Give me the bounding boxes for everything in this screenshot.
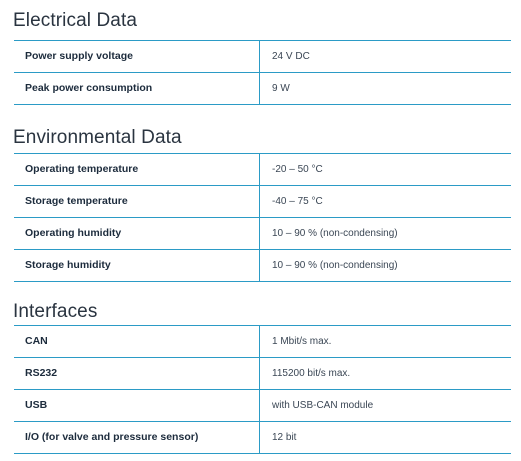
spec-value: 1 Mbit/s max. — [272, 336, 332, 347]
table-row: I/O (for valve and pressure sensor) 12 b… — [14, 422, 511, 454]
column-divider — [259, 73, 260, 104]
table-row: Operating humidity 10 – 90 % (non-conden… — [14, 218, 511, 250]
spec-value: with USB-CAN module — [272, 400, 374, 411]
spec-label: Storage temperature — [25, 195, 128, 207]
spec-value: 10 – 90 % (non-condensing) — [272, 260, 398, 271]
table-row: Storage temperature -40 – 75 °C — [14, 186, 511, 218]
spec-label: Peak power consumption — [25, 82, 153, 94]
table-row: Power supply voltage 24 V DC — [14, 40, 511, 73]
table-row: Storage humidity 10 – 90 % (non-condensi… — [14, 250, 511, 282]
spec-value: -40 – 75 °C — [272, 196, 323, 207]
spec-label: USB — [25, 399, 48, 411]
section-title-electrical: Electrical Data — [13, 10, 137, 31]
column-divider — [259, 154, 260, 185]
table-row: CAN 1 Mbit/s max. — [14, 325, 511, 358]
spec-label: I/O (for valve and pressure sensor) — [25, 431, 199, 443]
spec-label: Power supply voltage — [25, 50, 133, 62]
table-row: Operating temperature -20 – 50 °C — [14, 153, 511, 186]
spec-value: 115200 bit/s max. — [272, 368, 351, 379]
spec-value: -20 – 50 °C — [272, 164, 323, 175]
spec-value: 10 – 90 % (non-condensing) — [272, 228, 398, 239]
spec-label: Storage humidity — [25, 259, 111, 271]
column-divider — [259, 422, 260, 453]
interfaces-table: CAN 1 Mbit/s max. RS232 115200 bit/s max… — [14, 325, 511, 454]
column-divider — [259, 41, 260, 72]
spec-value: 12 bit — [272, 432, 297, 443]
section-title-environmental: Environmental Data — [13, 127, 182, 148]
column-divider — [259, 250, 260, 281]
table-row: Peak power consumption 9 W — [14, 73, 511, 105]
column-divider — [259, 390, 260, 421]
section-title-interfaces: Interfaces — [13, 301, 98, 322]
column-divider — [259, 218, 260, 249]
spec-label: RS232 — [25, 367, 58, 379]
column-divider — [259, 358, 260, 389]
table-row: USB with USB-CAN module — [14, 390, 511, 422]
spec-label: Operating temperature — [25, 163, 139, 175]
spec-value: 24 V DC — [272, 51, 310, 62]
column-divider — [259, 186, 260, 217]
environmental-data-table: Operating temperature -20 – 50 °C Storag… — [14, 153, 511, 282]
spec-label: Operating humidity — [25, 227, 122, 239]
spec-value: 9 W — [272, 83, 290, 94]
column-divider — [259, 326, 260, 357]
table-row: RS232 115200 bit/s max. — [14, 358, 511, 390]
electrical-data-table: Power supply voltage 24 V DC Peak power … — [14, 40, 511, 105]
spec-label: CAN — [25, 335, 48, 347]
